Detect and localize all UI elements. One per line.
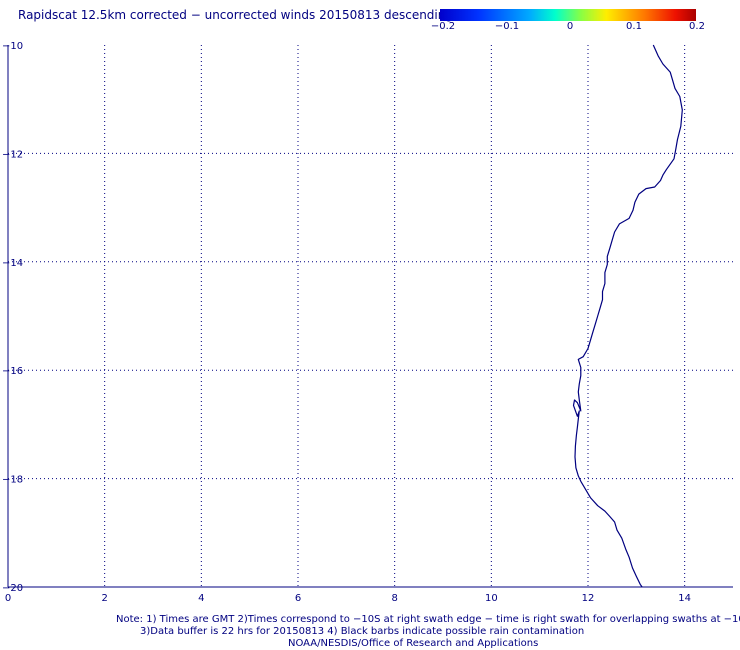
coastline [572,44,683,588]
footnote-line-2: 3)Data buffer is 22 hrs for 20150813 4) … [140,626,585,637]
x-tick-label: 12 [582,593,595,604]
colorbar-tick: −0.1 [494,21,520,32]
colorbar [440,9,696,21]
colorbar-tick: −0.2 [430,21,456,32]
colorbar-tick: 0.1 [626,21,642,32]
coastline-path [572,44,683,588]
y-tick-label: −12 [2,149,23,160]
footnote-line-1: Note: 1) Times are GMT 2)Times correspon… [116,614,740,625]
map-gridlines [8,45,733,587]
x-tick-label: 0 [5,593,11,604]
footnote-line-3: NOAA/NESDIS/Office of Research and Appli… [288,638,539,649]
x-tick-label: 14 [678,593,691,604]
y-tick-label: −14 [2,258,23,269]
x-tick-label: 2 [101,593,107,604]
x-tick-label: 6 [295,593,301,604]
x-axis-ticks: 0 2 4 6 8 10 12 14 [5,593,691,604]
figure-title: Rapidscat 12.5km corrected − uncorrected… [18,8,453,22]
y-tick-label: −20 [2,583,23,594]
footnotes: Note: 1) Times are GMT 2)Times correspon… [0,614,740,650]
y-tick-label: −18 [2,475,23,486]
colorbar-tick: 0 [566,21,574,32]
x-tick-label: 4 [198,593,204,604]
y-tick-label: −10 [2,41,23,52]
colorbar-tick: 0.2 [689,21,705,32]
y-axis-ticks: −10 −12 −14 −16 −18 −20 [2,41,23,594]
y-tick-label: −16 [2,366,23,377]
map-frame [7,45,733,588]
x-tick-label: 10 [485,593,498,604]
x-tick-label: 8 [391,593,397,604]
